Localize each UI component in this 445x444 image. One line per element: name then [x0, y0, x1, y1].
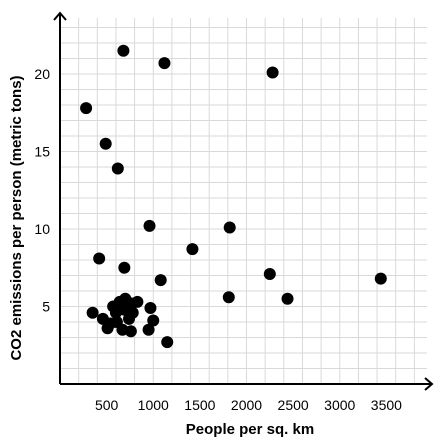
grid — [60, 18, 427, 384]
x-tick-label: 1000 — [138, 397, 169, 413]
y-axis-arrow — [53, 11, 67, 21]
data-point — [80, 102, 93, 115]
data-point — [161, 336, 174, 349]
data-point — [147, 314, 160, 327]
y-tick-label: 20 — [34, 66, 50, 82]
data-point — [131, 295, 144, 308]
y-tick-label: 10 — [34, 221, 50, 237]
data-point — [266, 66, 279, 79]
data-point — [143, 219, 156, 232]
data-point — [117, 44, 130, 57]
x-tick-label: 2000 — [231, 397, 262, 413]
y-tick-label: 15 — [34, 144, 50, 160]
y-axis-title: CO2 emissions per person (metric tons) — [8, 75, 25, 360]
data-point — [281, 292, 294, 305]
data-points — [80, 44, 387, 349]
data-point — [223, 221, 236, 234]
data-point — [99, 137, 112, 150]
data-point — [111, 162, 124, 175]
axes — [53, 11, 434, 391]
x-tick-label: 2500 — [278, 397, 309, 413]
data-point — [93, 252, 106, 265]
x-tick-label: 500 — [95, 397, 119, 413]
data-point — [144, 302, 157, 315]
y-tick-label: 5 — [42, 299, 50, 315]
data-point — [222, 291, 235, 304]
x-tick-label: 3500 — [371, 397, 402, 413]
data-point — [158, 57, 171, 70]
data-point — [124, 325, 137, 338]
data-point — [263, 267, 276, 280]
x-tick-label: 3000 — [324, 397, 355, 413]
tick-labels: 500 1000 1500 2000 2500 3000 3500 5 10 15 20 — [34, 66, 402, 413]
data-point — [142, 323, 155, 336]
data-point — [374, 272, 387, 285]
data-point — [118, 261, 131, 274]
x-axis-title: People per sq. km — [186, 421, 314, 438]
data-point — [101, 322, 114, 335]
x-tick-label: 1500 — [184, 397, 215, 413]
data-point — [186, 243, 199, 256]
data-point — [123, 312, 136, 325]
data-point — [86, 306, 99, 319]
x-axis-arrow — [424, 377, 434, 391]
data-point — [154, 274, 167, 287]
